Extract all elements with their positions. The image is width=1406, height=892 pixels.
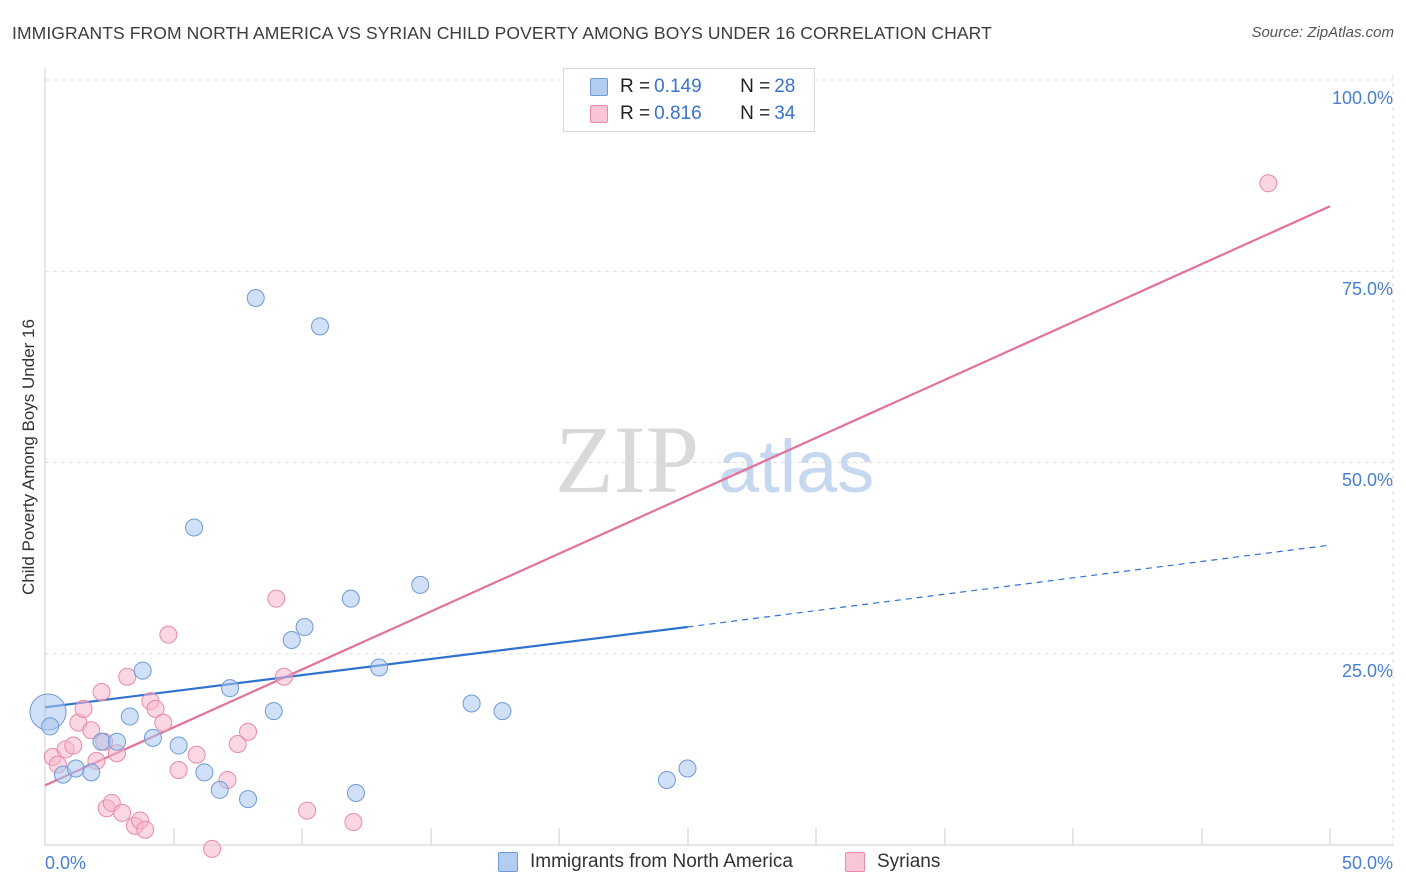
legend-n-value: 34 (774, 103, 796, 124)
watermark-zip: ZIP (555, 406, 699, 513)
data-point-immigrants (678, 759, 697, 778)
bottom-legend-immigrants: Immigrants from North America (498, 851, 793, 873)
data-point-immigrants (41, 717, 60, 736)
data-point-syrians (187, 745, 206, 764)
legend-r-label: R = (620, 76, 651, 97)
x-tick-label: 50.0% (1342, 853, 1393, 873)
data-point-syrians (159, 625, 178, 644)
data-points (29, 174, 1278, 858)
data-point-immigrants (462, 694, 481, 713)
data-point-immigrants (185, 518, 204, 537)
data-point-immigrants (120, 707, 139, 726)
data-point-syrians (298, 801, 317, 820)
data-point-syrians (203, 839, 222, 858)
data-point-syrians (82, 721, 101, 740)
bottom-legend-label: Syrians (877, 851, 941, 872)
trend-line-immigrants-extension (687, 544, 1331, 628)
trend-lines (44, 205, 1331, 787)
watermark-atlas: atlas (718, 425, 874, 508)
data-point-immigrants (143, 728, 162, 747)
bottom-legend-syrians: Syrians (845, 851, 940, 873)
data-point-immigrants (282, 630, 301, 649)
data-point-immigrants (370, 658, 389, 677)
data-point-syrians (113, 803, 132, 822)
data-point-immigrants (133, 661, 152, 680)
bottom-legend-swatch-pink (845, 852, 865, 872)
data-point-immigrants (169, 736, 188, 755)
legend-row-immigrants: R = 0.149 N = 28 (590, 74, 795, 100)
data-point-syrians (92, 683, 111, 701)
legend: R = 0.149 N = 28 R = 0.816 N = 34 (563, 68, 815, 132)
bottom-legend-swatch-blue (498, 852, 518, 872)
trend-line-syrians (44, 205, 1331, 787)
data-point-immigrants (346, 783, 365, 802)
y-tick-label: 50.0% (1342, 470, 1393, 490)
data-point-immigrants (341, 589, 360, 608)
watermark: ZIP atlas (555, 406, 874, 513)
data-point-syrians (275, 667, 294, 686)
data-point-immigrants (66, 759, 85, 778)
data-point-immigrants (295, 617, 314, 636)
data-point-immigrants (264, 702, 283, 721)
legend-swatch-blue (590, 78, 608, 96)
data-point-syrians (344, 813, 363, 832)
x-tick-label: 0.0% (45, 853, 86, 873)
data-point-syrians (154, 713, 173, 732)
legend-swatch-pink (590, 105, 608, 123)
y-tick-label: 100.0% (1332, 88, 1393, 108)
legend-r-label: R = (620, 103, 651, 124)
legend-n-label: N = (740, 76, 771, 97)
data-point-immigrants (310, 317, 329, 336)
data-point-immigrants (92, 732, 111, 751)
data-point-syrians (136, 820, 155, 839)
legend-r-value: 0.816 (654, 103, 702, 124)
legend-n-label: N = (740, 103, 771, 124)
y-axis-label: Child Poverty Among Boys Under 16 (19, 319, 38, 595)
bottom-legend: Immigrants from North America Syrians (0, 851, 1406, 877)
data-point-syrians (239, 722, 258, 741)
data-point-immigrants (657, 770, 676, 789)
data-point-immigrants (493, 702, 512, 721)
data-point-syrians (267, 589, 286, 608)
data-point-syrians (64, 736, 83, 755)
data-point-immigrants (239, 790, 258, 809)
source-label: Source: ZipAtlas.com (1251, 24, 1394, 41)
data-point-syrians (1259, 174, 1278, 193)
data-point-syrians (74, 699, 93, 718)
tick-labels: 100.0% 75.0% 50.0% 25.0% 0.0% 50.0% (45, 88, 1393, 873)
data-point-syrians (146, 699, 165, 718)
data-point-immigrants (246, 289, 265, 308)
y-tick-label: 75.0% (1342, 279, 1393, 299)
data-point-immigrants (107, 732, 126, 751)
data-point-syrians (169, 761, 188, 780)
data-point-immigrants (221, 679, 240, 698)
data-point-syrians (228, 735, 247, 754)
y-tick-label: 25.0% (1342, 661, 1393, 681)
data-point-syrians (118, 667, 137, 686)
data-point-immigrants (411, 575, 430, 594)
data-point-immigrants (82, 763, 101, 782)
data-point-immigrants (210, 780, 229, 799)
legend-r-value: 0.149 (654, 76, 702, 97)
data-point-immigrants (195, 763, 214, 782)
legend-n-value: 28 (774, 76, 796, 97)
bottom-legend-label: Immigrants from North America (530, 851, 793, 872)
chart-title: IMMIGRANTS FROM NORTH AMERICA VS SYRIAN … (12, 23, 992, 43)
legend-row-syrians: R = 0.816 N = 34 (590, 101, 795, 127)
